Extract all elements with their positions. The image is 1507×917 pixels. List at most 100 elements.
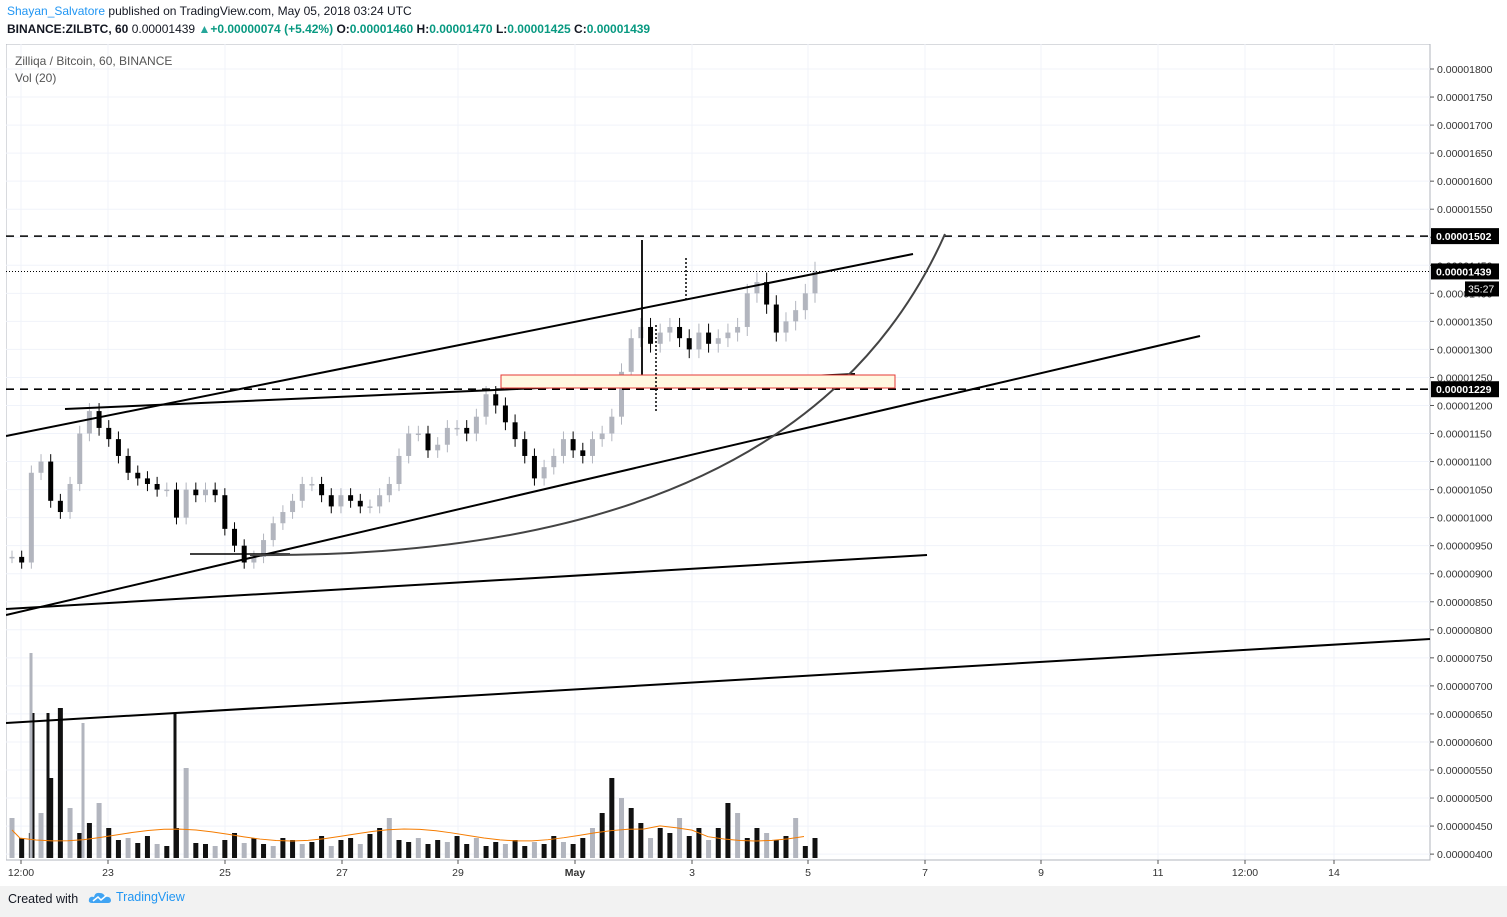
- candle-body: [406, 433, 412, 456]
- candle-body: [522, 439, 528, 456]
- candle-body: [677, 326, 683, 339]
- volume-bar: [77, 833, 83, 858]
- volume-bar: [454, 836, 460, 858]
- candle-body: [793, 310, 799, 322]
- candle-body: [657, 332, 663, 344]
- volume-bar: [541, 844, 547, 858]
- volume-bar: [735, 813, 741, 858]
- low-value: 0.00001425: [507, 22, 571, 36]
- volume-ma-line: [11, 825, 805, 842]
- price-tick-label: 0.00000700: [1437, 681, 1493, 693]
- volume-bar: [531, 842, 537, 858]
- candle-body: [86, 411, 92, 434]
- volume-bar: [193, 843, 199, 858]
- candle-body: [773, 304, 779, 333]
- price-chart[interactable]: 0.00001800 0.00001750 0.00001700 0.00001650…: [6, 44, 1502, 886]
- price-tick-label: 0.00001050: [1437, 485, 1493, 497]
- volume-bar: [725, 803, 731, 858]
- candle-body: [802, 293, 808, 311]
- candle-body: [115, 439, 121, 456]
- volume-bar: [164, 846, 170, 858]
- candle-body: [454, 427, 460, 430]
- volume-bar: [773, 840, 779, 858]
- candle-body: [473, 416, 479, 434]
- candle-body: [435, 444, 441, 451]
- price-tick-label: 0.00000550: [1437, 765, 1493, 777]
- volume-bar: [396, 840, 402, 858]
- volume-bar: [551, 836, 557, 858]
- author-link[interactable]: Shayan_Salvatore: [7, 4, 106, 18]
- candle-body: [619, 371, 625, 417]
- candle-body: [328, 495, 334, 507]
- countdown-bg: [1465, 281, 1499, 297]
- price-tick-label: 0.00000650: [1437, 709, 1493, 721]
- volume-bar: [135, 843, 141, 858]
- volume-bar: [473, 838, 479, 858]
- long-support-trendline: [6, 554, 928, 610]
- volume-bar: [657, 828, 663, 858]
- time-tick-label: 29: [452, 867, 464, 879]
- price-label-support-bg: [1431, 381, 1499, 398]
- price-tick-label: 0.00000750: [1437, 653, 1493, 665]
- price-tick-label: 0.00000950: [1437, 541, 1493, 553]
- candle-body: [667, 326, 673, 333]
- candle-body: [812, 271, 818, 294]
- grid: [6, 44, 1430, 860]
- candle-body: [202, 489, 208, 496]
- high-value: 0.00001470: [429, 22, 493, 36]
- candle-body: [444, 427, 450, 445]
- candle-body: [193, 489, 199, 496]
- time-tick-label: 3: [689, 867, 695, 879]
- up-arrow-icon: ▲: [198, 22, 211, 36]
- candle-body: [222, 495, 228, 529]
- volume-bar: [812, 838, 818, 858]
- tradingview-label: TradingView: [116, 890, 185, 904]
- candle-body: [754, 282, 760, 294]
- published-text: published on TradingView.com, May 05, 20…: [105, 4, 412, 18]
- volume-bar: [677, 818, 683, 858]
- volume-bar: [299, 844, 305, 858]
- price-tick-label: 0.00000600: [1437, 737, 1493, 749]
- volume-bar: [435, 840, 441, 858]
- time-tick-label: 7: [922, 867, 928, 879]
- candle-body: [560, 439, 566, 456]
- volume-bar: [648, 838, 654, 858]
- volume-bar: [9, 818, 15, 858]
- volume-bar: [38, 813, 44, 858]
- candle-body: [783, 321, 789, 333]
- price-tick-label: 0.00001100: [1437, 457, 1492, 469]
- candle-body: [319, 483, 325, 496]
- candle-body: [551, 455, 557, 468]
- price-tick-label: 0.00001550: [1437, 204, 1493, 216]
- candle-body: [106, 427, 112, 440]
- high-label: H:: [416, 22, 430, 36]
- candle-body: [425, 433, 431, 451]
- candle-body: [348, 495, 354, 501]
- price-tick-label: 0.00001350: [1437, 316, 1493, 328]
- tradingview-link[interactable]: TradingView: [88, 890, 185, 905]
- candle-body: [48, 461, 54, 501]
- time-tick-label: 12:00: [1232, 867, 1258, 879]
- volume-spike: [29, 653, 33, 858]
- volume-bar: [686, 836, 692, 858]
- volume-bar: [290, 840, 296, 858]
- chart-title: Zilliqa / Bitcoin, 60, BINANCE: [15, 54, 173, 68]
- price-tick-label: 0.00001700: [1437, 120, 1493, 132]
- volume-bar: [802, 846, 808, 858]
- volume-bar: [386, 818, 392, 858]
- volume-bar: [599, 813, 605, 858]
- volume-bar: [377, 828, 383, 858]
- candle-body: [125, 455, 131, 473]
- price-label-resistance-bg: [1431, 228, 1499, 245]
- candle-body: [686, 338, 692, 350]
- volume-series: [9, 653, 818, 858]
- chart-legend: Zilliqa / Bitcoin, 60, BINANCE Vol (20): [15, 53, 172, 87]
- time-tick-label: May: [565, 867, 586, 879]
- time-tick-label: 12:00: [8, 867, 34, 879]
- price-tick-label: 0.00000800: [1437, 625, 1493, 637]
- price-label-current: 0.00001439: [1436, 266, 1492, 278]
- volume-bar: [367, 834, 373, 858]
- candle-body: [338, 495, 344, 507]
- volume-bar: [406, 842, 412, 858]
- candle-body: [735, 326, 741, 333]
